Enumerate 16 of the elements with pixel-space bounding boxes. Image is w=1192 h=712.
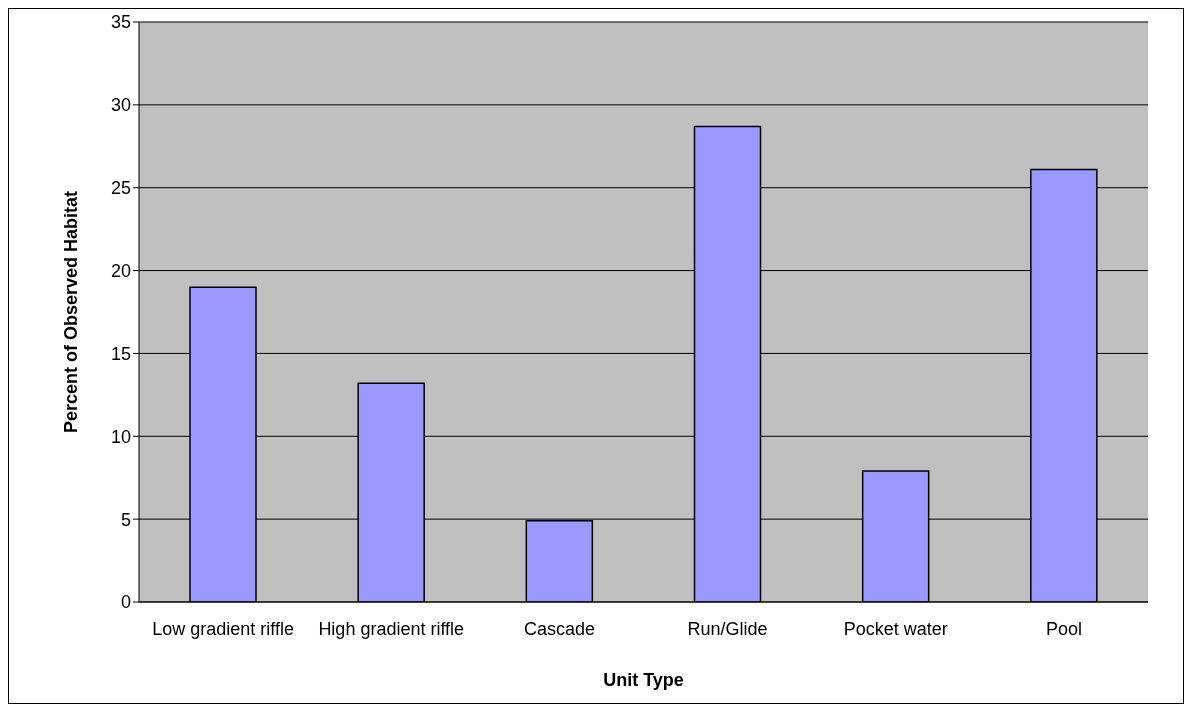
x-axis-title: Unit Type	[603, 670, 684, 690]
y-tick-label: 5	[120, 509, 131, 530]
y-tick-label: 30	[110, 95, 131, 116]
x-tick-label: Pocket water	[843, 618, 948, 639]
x-tick-label: Pool	[1045, 618, 1082, 639]
x-tick-label: Low gradient riffle	[152, 618, 294, 639]
y-tick-label: 0	[120, 592, 131, 613]
x-tick-label: Cascade	[523, 618, 595, 639]
x-tick-label: High gradient riffle	[318, 618, 465, 639]
y-tick-label: 10	[110, 426, 131, 447]
y-tick-label: 15	[110, 343, 131, 364]
x-tick-label: Run/Glide	[687, 618, 768, 639]
y-tick-label: 25	[110, 178, 131, 199]
y-tick-label: 20	[110, 260, 131, 281]
y-tick-label: 35	[110, 12, 131, 33]
y-axis-title: Percent of Observed Habitat	[61, 190, 82, 434]
